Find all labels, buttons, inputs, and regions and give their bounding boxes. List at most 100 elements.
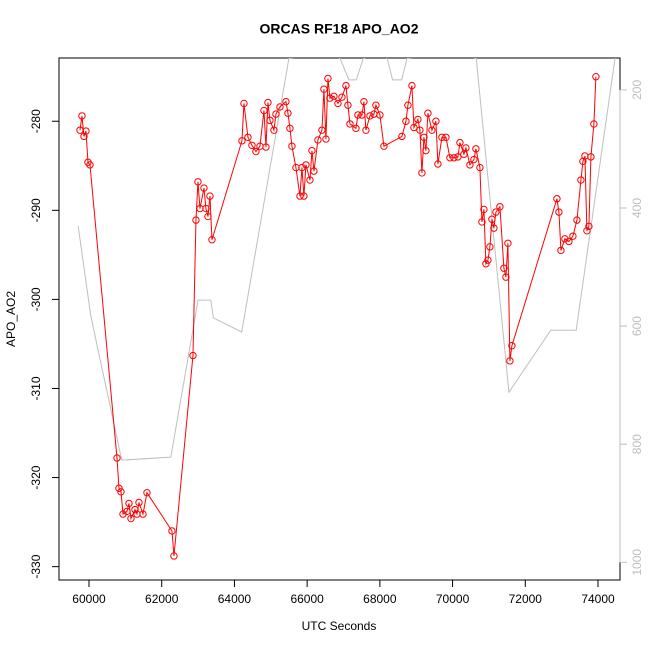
data-point (362, 126, 370, 134)
data-point (344, 101, 352, 109)
data-point (480, 205, 488, 214)
y2-tick-label: 400 (630, 198, 644, 218)
x-tick-label: 62000 (145, 592, 179, 606)
data-point (366, 112, 374, 120)
data-point (428, 126, 436, 134)
data-point (462, 144, 470, 152)
data-point (308, 146, 316, 155)
data-point (264, 98, 272, 107)
data-point (125, 499, 133, 508)
data-point (189, 351, 197, 360)
data-point (504, 239, 512, 247)
data-point (569, 232, 577, 240)
y-tick-label: -280 (29, 109, 43, 133)
data-point (240, 99, 248, 108)
data-line (77, 58, 616, 461)
x-tick-label: 64000 (218, 592, 252, 606)
data-point (398, 132, 406, 141)
x-tick-label: 74000 (581, 592, 615, 606)
data-point (553, 195, 561, 203)
data-point (208, 236, 216, 244)
data-point (346, 120, 354, 128)
data-point (442, 133, 450, 141)
data-point (376, 111, 384, 119)
y-tick-label: -320 (29, 465, 43, 489)
data-point (482, 260, 490, 268)
data-point (296, 192, 304, 200)
data-point (585, 222, 593, 231)
data-point (266, 116, 274, 125)
data-point (587, 153, 595, 161)
data-point (338, 93, 346, 101)
data-point (272, 110, 280, 118)
data-point (402, 117, 410, 125)
data-point (438, 133, 446, 141)
data-point (322, 135, 330, 143)
data-point (577, 176, 585, 184)
data-point (488, 215, 496, 223)
data-point (202, 204, 210, 213)
data-point (82, 127, 90, 135)
data-point (555, 208, 563, 216)
data-point (557, 246, 565, 255)
data-point (78, 112, 86, 120)
data-point (206, 192, 214, 200)
x-tick-label: 68000 (363, 592, 397, 606)
chart-title: ORCAS RF18 APO_AO2 (260, 21, 419, 37)
data-point (502, 273, 510, 281)
data-point (282, 97, 290, 106)
x-tick-label: 72000 (509, 592, 543, 606)
data-point (380, 142, 388, 150)
data-point (484, 256, 492, 264)
data-point (470, 155, 478, 164)
data-point (86, 161, 94, 169)
data-point (450, 154, 458, 162)
y2-tick-label: 800 (630, 434, 644, 454)
data-point (123, 507, 131, 516)
plot-area (76, 58, 616, 560)
x-axis-title: UTC Seconds (302, 619, 377, 633)
data-point (270, 126, 278, 134)
y-tick-label: -310 (29, 376, 43, 400)
data-point (456, 138, 464, 147)
data-point (410, 123, 418, 132)
data-point (466, 161, 474, 169)
data-point (354, 111, 362, 119)
data-point (326, 94, 334, 102)
data-point (131, 505, 139, 514)
data-point (454, 153, 462, 161)
data-point (310, 167, 318, 175)
data-point (115, 484, 123, 492)
data-point (286, 124, 294, 133)
data-point (592, 73, 600, 81)
x-tick-label: 70000 (436, 592, 470, 606)
x-tick-label: 66000 (290, 592, 324, 606)
data-point (490, 224, 498, 232)
data-point (420, 133, 428, 141)
data-point (418, 169, 426, 177)
data-point (248, 141, 256, 149)
data-point (422, 146, 430, 155)
data-point (238, 137, 246, 145)
data-point (408, 81, 416, 90)
data-point (492, 208, 500, 216)
data-point (432, 117, 440, 125)
data-point (260, 106, 268, 115)
data-point (300, 192, 308, 200)
y2-tick-label: 200 (630, 80, 644, 100)
data-point (139, 510, 147, 518)
data-point (192, 216, 200, 224)
data-point (506, 357, 514, 365)
data-point (500, 264, 508, 272)
y-tick-label: -290 (29, 198, 43, 222)
data-point (288, 142, 296, 150)
data-point (360, 97, 368, 106)
data-point (314, 136, 322, 144)
data-point (446, 154, 454, 162)
y2-tick-label: 1000 (630, 549, 644, 576)
data-point (372, 101, 380, 109)
data-point (194, 178, 202, 186)
data-point (472, 145, 480, 153)
data-point (486, 243, 494, 251)
